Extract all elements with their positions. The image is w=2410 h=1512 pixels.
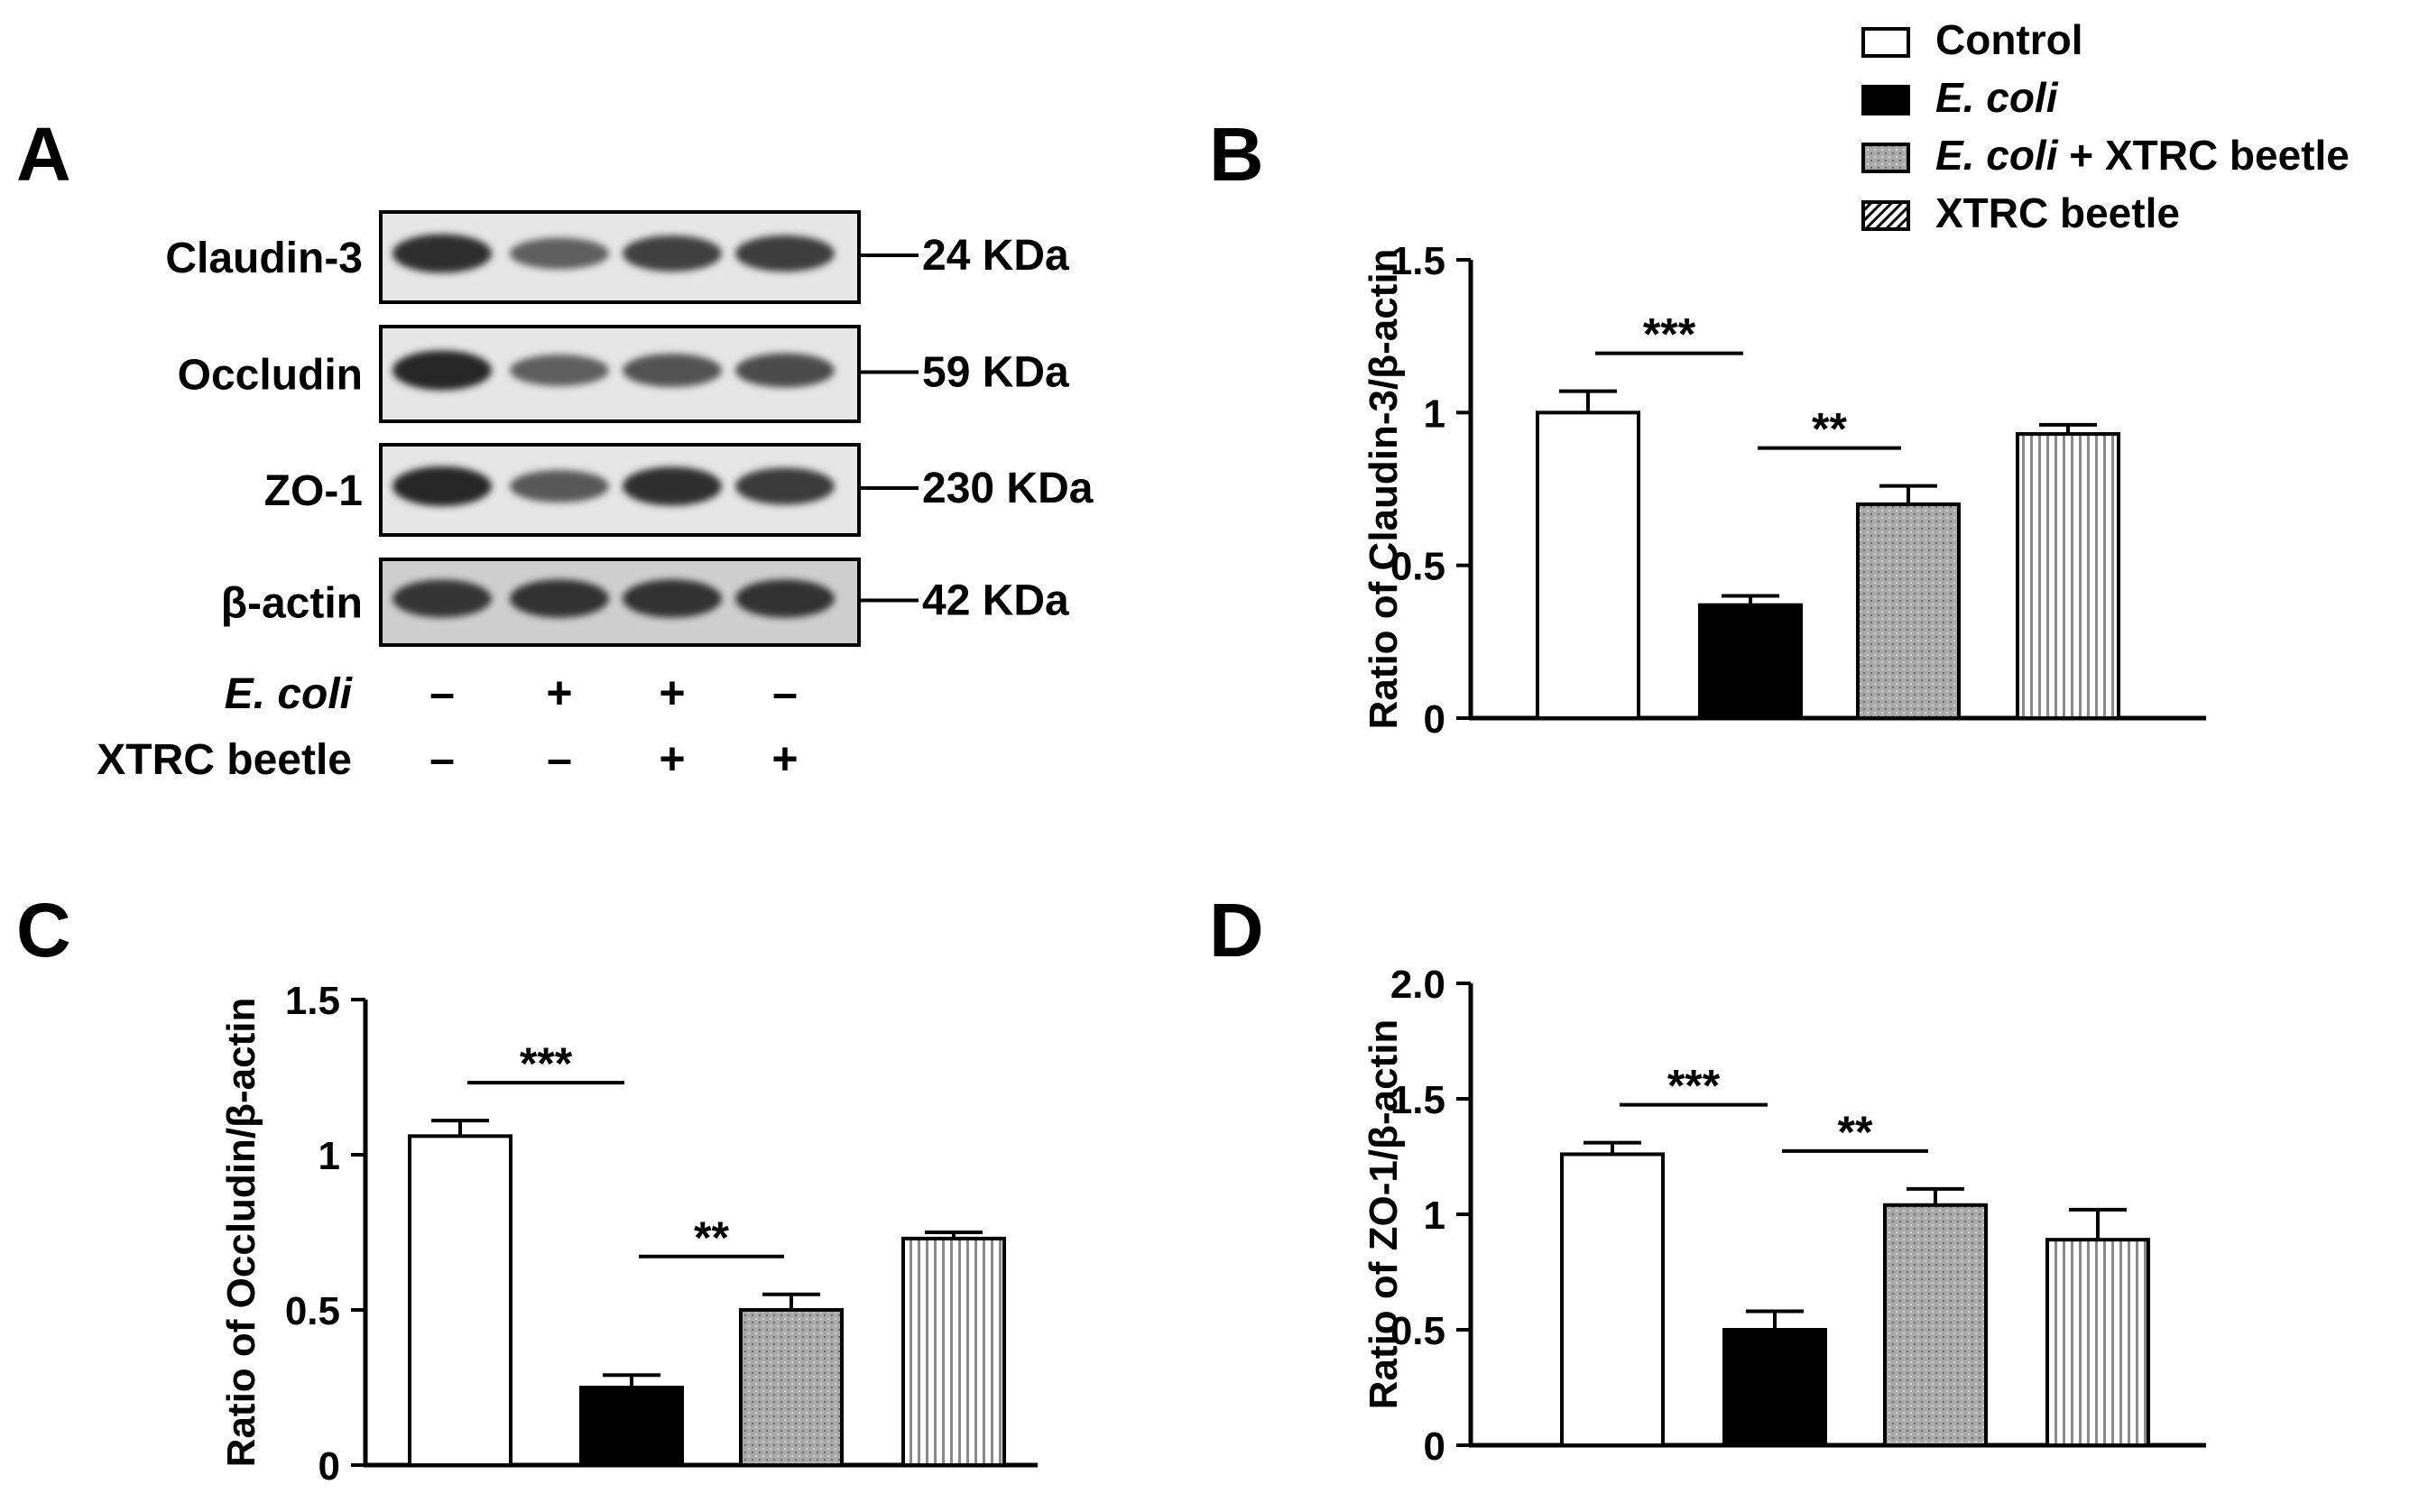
- legend: Control E. coli E. coli + XTRC beetle XTRC …: [1861, 16, 2350, 236]
- blot-band: [392, 579, 492, 618]
- y-tick-label: 1: [319, 1134, 340, 1178]
- y-tick-label: 1.5: [1390, 239, 1445, 283]
- bar-control: [408, 1134, 512, 1467]
- significance-label: ***: [520, 1038, 573, 1089]
- bar-ecoli-xtrc: [1883, 1203, 1988, 1447]
- y-axis-label: Ratio of ZO-1/β-actin: [1362, 1019, 1406, 1410]
- molecular-weight-label: 24 KDa: [922, 232, 1069, 280]
- legend-swatch: [1861, 143, 1910, 173]
- treatment-sign: +: [659, 668, 685, 718]
- y-tick-label: 1: [1424, 392, 1445, 436]
- blot-band: [623, 235, 722, 272]
- legend-swatch: [1861, 85, 1910, 115]
- treatment-sign: –: [772, 668, 798, 718]
- bar-xtrc: [901, 1236, 1006, 1467]
- y-axis-label: Ratio of Occludin/β-actin: [219, 998, 263, 1468]
- protein-label: ZO-1: [264, 467, 363, 515]
- treatment-sign: –: [429, 733, 455, 784]
- legend-label: Control: [1935, 16, 2083, 63]
- y-tick-label: 1.5: [285, 979, 340, 1023]
- bar-control: [1560, 1152, 1665, 1447]
- blot-band: [510, 579, 609, 618]
- treatment-sign: +: [771, 733, 798, 784]
- protein-label: Occludin: [178, 352, 363, 400]
- treatment-sign: +: [546, 668, 572, 718]
- blot-band: [735, 467, 835, 505]
- significance-label: **: [694, 1212, 729, 1263]
- y-tick-label: 0: [1424, 697, 1445, 742]
- y-tick-label: 0.5: [1390, 1309, 1445, 1353]
- blot-band: [735, 579, 835, 618]
- blot-band: [392, 466, 492, 506]
- blot-band: [623, 466, 722, 506]
- significance-label: **: [1812, 404, 1847, 455]
- y-tick-label: 1: [1424, 1194, 1445, 1238]
- significance-label: **: [1838, 1107, 1873, 1157]
- blot-band: [392, 234, 492, 273]
- treatment-sign: +: [659, 733, 685, 784]
- significance-label: ***: [1643, 309, 1696, 360]
- bar-ecoli: [579, 1386, 684, 1467]
- molecular-weight-label: 59 KDa: [922, 349, 1069, 397]
- treatment-sign: –: [429, 668, 455, 718]
- bar-control: [1536, 410, 1640, 720]
- blot-band: [510, 470, 609, 502]
- treatment-label: E. coli: [225, 670, 354, 718]
- blot-band: [735, 353, 835, 388]
- blot-band: [510, 237, 609, 270]
- bar-ecoli: [1698, 603, 1803, 721]
- y-tick-label: 0: [1424, 1424, 1445, 1469]
- protein-label: Claudin-3: [165, 235, 363, 282]
- panel-label-a: A: [16, 112, 71, 197]
- bar-xtrc: [2016, 432, 2120, 720]
- bar-ecoli-xtrc: [1856, 502, 1961, 721]
- legend-swatch: [1861, 200, 1910, 231]
- significance-label: ***: [1667, 1061, 1721, 1111]
- bar-xtrc: [2045, 1238, 2150, 1448]
- y-tick-label: 1.5: [1390, 1078, 1445, 1122]
- y-axis-label: Ratio of Claudin-3/β-actin: [1362, 249, 1406, 730]
- blot-band: [735, 235, 835, 272]
- blot-band: [623, 579, 722, 618]
- treatment-sign: –: [547, 733, 572, 784]
- legend-label: XTRC beetle: [1935, 189, 2180, 236]
- legend-label: E. coli + XTRC beetle: [1935, 132, 2350, 179]
- panel-label-d: D: [1209, 888, 1264, 973]
- y-tick-label: 0: [319, 1444, 340, 1489]
- y-tick-label: 0.5: [285, 1289, 340, 1333]
- panel-label-c: C: [16, 888, 71, 973]
- molecular-weight-label: 42 KDa: [922, 577, 1069, 625]
- treatment-label: XTRC beetle: [97, 736, 352, 784]
- legend-swatch: [1861, 27, 1910, 58]
- blot-band: [392, 350, 492, 391]
- molecular-weight-label: 230 KDa: [922, 465, 1094, 512]
- protein-label: β-actin: [221, 580, 363, 628]
- panel-label-b: B: [1209, 112, 1264, 197]
- y-tick-label: 0.5: [1390, 545, 1445, 589]
- blot-band: [510, 355, 609, 386]
- bar-ecoli-xtrc: [739, 1308, 844, 1467]
- bar-ecoli: [1722, 1328, 1827, 1447]
- y-tick-label: 2.0: [1390, 963, 1445, 1007]
- western-blot: Claudin-3 24 KDa Occludin 59 KDa ZO-1 230 KDa…: [97, 210, 1094, 784]
- legend-label: E. coli: [1935, 74, 2059, 121]
- blot-band: [623, 354, 722, 387]
